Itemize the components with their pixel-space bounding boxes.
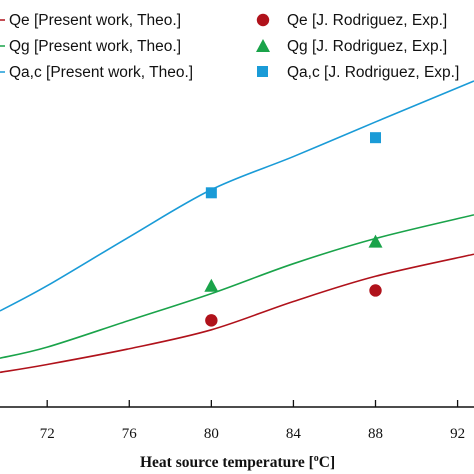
legend-marker-qg-exp [256, 39, 270, 52]
plot-area [0, 80, 474, 374]
legend-marker-qe-exp [256, 13, 270, 27]
x-tick-label-80: 80 [204, 426, 219, 442]
legend-label-qe-exp: Qe [J. Rodriguez, Exp.] [287, 12, 447, 29]
x-axis-ticks: 72 76 80 84 88 92 [40, 400, 465, 442]
x-tick-label-84: 84 [286, 426, 302, 442]
x-axis-title-superscript: o [314, 453, 319, 464]
series-line-1 [0, 214, 474, 359]
data-point-3-1 [369, 284, 382, 297]
legend-label-qg-theo: Qg [Present work, Theo.] [9, 38, 181, 55]
data-point-3-0 [205, 314, 218, 327]
legend-label-qe-theo: Qe [Present work, Theo.] [9, 12, 181, 29]
data-point-4-1 [368, 234, 383, 248]
x-tick-label-72: 72 [40, 426, 55, 442]
legend-label-qg-exp: Qg [J. Rodriguez, Exp.] [287, 38, 447, 55]
legend-label-qac-exp: Qa,c [J. Rodriguez, Exp.] [287, 64, 459, 81]
legend: Qe [Present work, Theo.] Qg [Present wor… [0, 12, 459, 81]
legend-label-qac-theo: Qa,c [Present work, Theo.] [9, 64, 193, 81]
x-tick-label-76: 76 [122, 426, 138, 442]
x-axis-title: Heat source temperature [oC] [140, 453, 335, 471]
x-tick-label-88: 88 [368, 426, 383, 442]
series-line-0 [0, 253, 474, 374]
data-point-5-0 [205, 187, 217, 199]
legend-marker-qac-exp [257, 66, 268, 77]
x-axis-title-main: Heat source temperature [ [140, 454, 314, 471]
data-point-5-1 [370, 132, 382, 144]
x-axis-title-suffix: C] [319, 454, 335, 471]
series-line-2 [0, 80, 474, 312]
data-point-4-0 [204, 278, 219, 292]
x-tick-label-92: 92 [450, 426, 465, 442]
